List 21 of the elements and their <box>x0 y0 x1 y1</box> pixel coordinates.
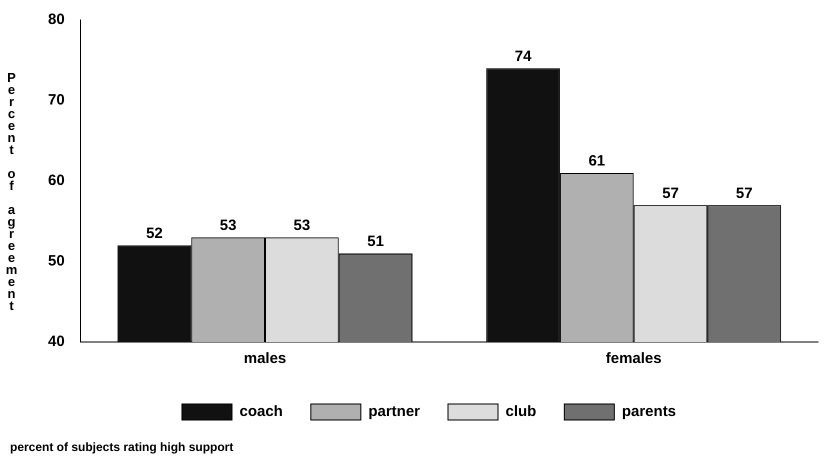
x-tick-label: males <box>244 350 286 368</box>
data-label: 57 <box>736 184 753 202</box>
text: percent of subjects rating high support <box>10 440 234 454</box>
y-tick-label: 60 <box>48 172 65 190</box>
y-tick-label: 70 <box>48 92 65 109</box>
legend-label: partner <box>368 403 420 420</box>
data-label: 52 <box>146 225 163 242</box>
x-tick-label: females <box>606 350 662 368</box>
data-label: 51 <box>367 233 384 250</box>
data-label: 53 <box>220 216 236 234</box>
legend-label: parents <box>622 403 676 420</box>
legend-label: club <box>506 403 536 420</box>
y-axis-title: Percent of agreement <box>4 70 19 310</box>
legend-label: coach <box>239 403 283 420</box>
data-label: 74 <box>514 48 532 65</box>
data-label: 57 <box>662 184 679 202</box>
y-tick-label: 80 <box>48 11 65 28</box>
y-tick-label: 40 <box>48 333 65 350</box>
data-label: 61 <box>588 152 606 170</box>
data-label: 53 <box>294 216 310 234</box>
y-tick-label: 50 <box>48 252 65 270</box>
